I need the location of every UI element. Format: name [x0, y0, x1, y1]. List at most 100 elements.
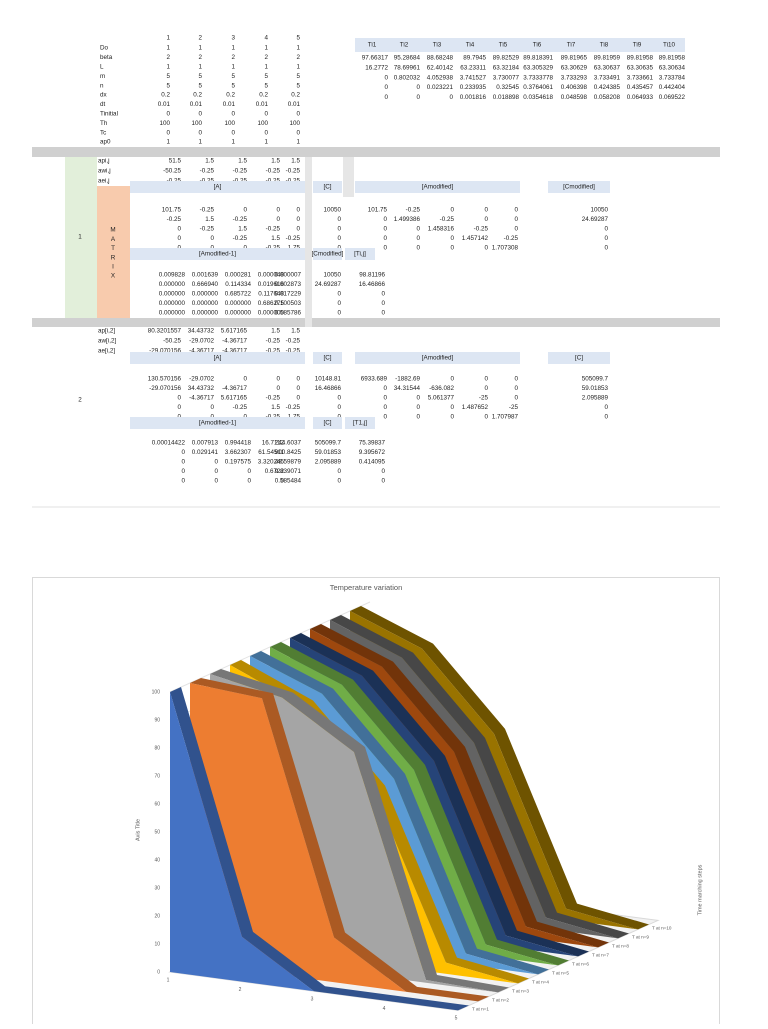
cell: 63.30634: [659, 64, 686, 71]
cell: -0.25: [233, 404, 248, 411]
cell: 89.7945: [463, 55, 486, 62]
cell: 0: [337, 309, 341, 316]
cell: 0.0354618: [523, 94, 553, 101]
y-tick-label: 20: [154, 913, 160, 919]
cell: 2.095889: [582, 394, 609, 401]
cell: 63.30629: [561, 64, 588, 71]
y-tick-label: 70: [154, 773, 160, 779]
cell: 0: [276, 207, 280, 214]
y-axis-title: Axis Title: [135, 819, 141, 841]
cell: 0: [604, 244, 608, 251]
cell: 0.001639: [192, 272, 219, 279]
cell: 89.81965: [561, 55, 588, 62]
cell: 0: [166, 110, 170, 117]
cell: 78.69961: [394, 64, 421, 71]
series-label: T at n=6: [572, 962, 589, 967]
cell: -0.25: [406, 207, 421, 214]
cell: 0: [276, 216, 280, 223]
cell: 0: [384, 94, 388, 101]
row-label: aei,j: [98, 178, 110, 185]
cell: 0: [177, 225, 181, 232]
cell: 0: [210, 244, 214, 251]
cell: 0.585484: [275, 477, 302, 484]
cell: 0.01: [256, 101, 269, 108]
cell: 3.741527: [460, 74, 487, 81]
cell: 0: [337, 404, 341, 411]
cell: 0.406398: [561, 84, 588, 91]
series-label: T at n=9: [632, 935, 649, 940]
cell: 0: [264, 110, 268, 117]
matrix-title: [T1,j]: [353, 420, 367, 427]
column-header: Ti9: [633, 42, 642, 49]
cell: 34.31544: [394, 385, 421, 392]
cell: -0.25: [233, 235, 248, 242]
header-box: [130, 352, 305, 364]
matrix-title: [Amodified]: [422, 355, 454, 362]
cell: 0: [296, 225, 300, 232]
cell: 3.733661: [627, 74, 654, 81]
cell: 0: [384, 84, 388, 91]
cell: 0.018898: [493, 94, 520, 101]
cell: 0: [264, 129, 268, 136]
separator-bar: [32, 318, 720, 327]
series-label: T at n=10: [652, 926, 672, 931]
cell: -0.25: [167, 216, 182, 223]
cell: -50.25: [163, 168, 181, 175]
cell: 51.5: [169, 158, 182, 165]
cell: 3.320245: [258, 458, 285, 465]
cell: 0.000007: [275, 272, 302, 279]
cell: 0.017229: [275, 290, 302, 297]
row-label: awi,j: [98, 168, 111, 175]
cell: 0: [484, 207, 488, 214]
cell: 0: [198, 110, 202, 117]
cell: 5: [166, 73, 170, 80]
cell: 0: [383, 216, 387, 223]
cell: -4.36717: [222, 385, 247, 392]
cell: 1.5: [238, 158, 247, 165]
cell: -4.36717: [189, 394, 214, 401]
cell: 0: [337, 300, 341, 307]
cell: 0: [450, 413, 454, 420]
cell: 59.01853: [315, 449, 342, 456]
cell: 24.69287: [315, 281, 342, 288]
row-label: dx: [100, 92, 108, 99]
cell: 0: [416, 94, 420, 101]
cell: 89.818391: [523, 55, 553, 62]
matrix-title: [A]: [214, 355, 222, 362]
chart-title: Temperature variation: [330, 583, 403, 592]
cell: 1.75: [288, 244, 301, 251]
side-label: M: [110, 227, 115, 234]
cell: 0: [383, 404, 387, 411]
cell: 0.002873: [275, 281, 302, 288]
cell: 16.2772: [365, 64, 388, 71]
header-box: [548, 181, 610, 193]
cell: 0: [416, 244, 420, 251]
cell: 0: [181, 468, 185, 475]
header-box: [313, 248, 342, 260]
header-box: [548, 352, 610, 364]
cell: 0: [384, 74, 388, 81]
matrix-cell: [97, 186, 130, 318]
cell: 0: [381, 477, 385, 484]
cell: 48.59879: [275, 458, 302, 465]
side-label: X: [111, 273, 116, 280]
cell: 0.2: [161, 92, 170, 99]
cell: 5: [296, 82, 300, 89]
cell: 0.000000: [159, 290, 186, 297]
row-label: m: [100, 73, 105, 80]
series-label: T at n=8: [612, 944, 629, 949]
cell: 900.8425: [275, 449, 302, 456]
cell: 0: [247, 468, 251, 475]
cell: 0.048598: [561, 94, 588, 101]
cell: 0: [231, 110, 235, 117]
cell: 0.01: [288, 101, 301, 108]
cell: 0: [450, 404, 454, 411]
cell: 0.117648: [258, 290, 284, 297]
cell: 0: [383, 244, 387, 251]
section-index: 2: [78, 397, 82, 404]
cell: 0.064933: [627, 94, 654, 101]
cell: 3.730077: [493, 74, 520, 81]
x-tick-label: 3: [311, 997, 314, 1003]
series-label: T at n=2: [492, 998, 509, 1003]
cell: 0: [604, 235, 608, 242]
